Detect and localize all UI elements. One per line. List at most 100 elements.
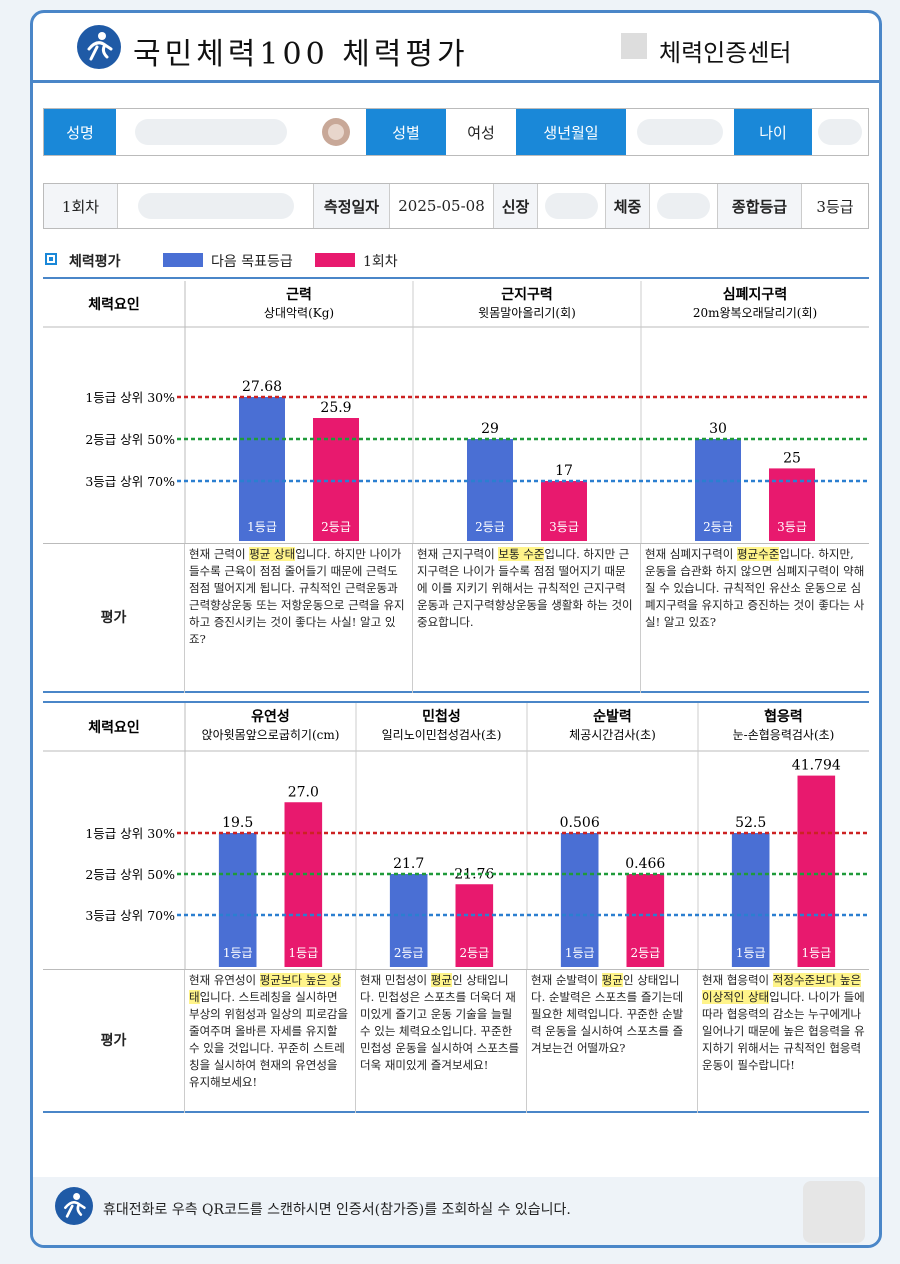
bar-value-label: 30 bbox=[709, 421, 727, 437]
factor-row-label: 체력요인 bbox=[88, 296, 140, 313]
bar-grade-label: 1등급 bbox=[288, 946, 318, 960]
eval-row-label: 평가 bbox=[43, 970, 185, 1113]
age-label: 나이 bbox=[734, 109, 812, 155]
eval-row-2: 평가 현재 유연성이 평균보다 높은 상태입니다. 스트레칭을 실시하면 부상의 … bbox=[43, 969, 869, 1113]
profile-stamp-icon bbox=[306, 109, 366, 155]
eval-text-2: 현재 민첩성이 평균인 상태입니다. 민첩성은 스포츠를 더욱더 재미있게 즐기… bbox=[356, 970, 527, 1113]
height-value-redacted bbox=[538, 184, 606, 228]
factor-name: 순발력 bbox=[593, 708, 632, 725]
test-name: 앉아윗몸앞으로굽히기(cm) bbox=[202, 727, 340, 742]
eval-text-1: 현재 근력이 평균 상태입니다. 하지만 나이가 들수록 근육이 점점 줄어들기… bbox=[185, 544, 413, 693]
bar-grade-label: 2등급 bbox=[394, 946, 424, 960]
weight-value-redacted bbox=[650, 184, 718, 228]
runner-logo-icon bbox=[77, 25, 121, 69]
bar-value-label: 29 bbox=[481, 421, 499, 437]
qr-code-redacted[interactable] bbox=[803, 1181, 865, 1243]
legend-swatch-round bbox=[315, 253, 355, 267]
test-name: 20m왕복오래달리기(회) bbox=[693, 306, 817, 320]
bar-grade-label: 1등급 bbox=[736, 946, 766, 960]
factor-name: 근지구력 bbox=[501, 287, 553, 303]
bar-value-label: 25.9 bbox=[320, 400, 351, 416]
grade-line-2-label: 2등급 상위 50% bbox=[85, 867, 175, 882]
grade-line-1-label: 1등급 상위 30% bbox=[85, 826, 175, 841]
bar-round bbox=[626, 874, 665, 967]
bar-target bbox=[389, 874, 428, 967]
birth-label: 생년월일 bbox=[516, 109, 626, 155]
bar-value-label: 17 bbox=[555, 463, 573, 479]
bar-grade-label: 2등급 bbox=[321, 520, 351, 534]
chart-section-2: 체력요인 유연성 앉아윗몸앞으로굽히기(cm) 민첩성 일리노이민첩성검사(초) 순발력 체… bbox=[43, 701, 869, 1113]
bar-target bbox=[731, 833, 770, 967]
date-value: 2025-05-08 bbox=[390, 184, 494, 228]
gender-label: 성별 bbox=[366, 109, 446, 155]
factor-header-row bbox=[43, 703, 869, 751]
bar-value-label: 21.7 bbox=[393, 856, 424, 872]
test-name: 체공시간검사(초) bbox=[569, 728, 656, 742]
person-info-row: 성명 성별 여성 생년월일 나이 bbox=[43, 108, 869, 156]
name-value-redacted bbox=[116, 109, 306, 155]
bar-value-label: 52.5 bbox=[735, 815, 766, 831]
height-label: 신장 bbox=[494, 184, 538, 228]
bar-grade-label: 3등급 bbox=[549, 520, 579, 534]
eval-row-label: 평가 bbox=[43, 544, 185, 693]
factor-name: 심폐지구력 bbox=[723, 287, 787, 303]
bar-grade-label: 1등급 bbox=[565, 946, 595, 960]
grade-line-2-label: 2등급 상위 50% bbox=[85, 432, 175, 447]
bar-grade-label: 1등급 bbox=[247, 520, 277, 534]
bar-grade-label: 2등급 bbox=[459, 946, 489, 960]
factor-header-row bbox=[43, 281, 869, 327]
overall-grade-label: 종합등급 bbox=[718, 184, 802, 228]
test-name: 일리노이민첩성검사(초) bbox=[382, 728, 502, 742]
org-name: 체력인증센터 bbox=[659, 39, 792, 67]
chart-section-1: 체력요인 근력 상대악력(Kg) 근지구력 윗몸말아올리기(회) 심폐지구력 20m왕복오래… bbox=[43, 281, 869, 693]
bar-round bbox=[797, 775, 836, 967]
date-label: 측정일자 bbox=[314, 184, 390, 228]
bar-value-label: 0.506 bbox=[560, 815, 600, 831]
name-label: 성명 bbox=[44, 109, 116, 155]
eval-text-3: 현재 심폐지구력이 평균수준입니다. 하지만, 운동을 습관화 하지 않으면 심… bbox=[645, 547, 865, 629]
bar-value-label: 41.794 bbox=[792, 758, 841, 774]
overall-grade-value: 3등급 bbox=[816, 197, 854, 216]
legend-label-round: 1회차 bbox=[363, 254, 398, 270]
round-value-redacted bbox=[118, 184, 314, 228]
gender-value: 여성 bbox=[446, 109, 516, 155]
section-bullet-icon bbox=[45, 253, 57, 265]
age-value-redacted bbox=[812, 109, 868, 155]
eval-text-2: 현재 근지구력이 보통 수준입니다. 하지만 근지구력은 나이가 들수록 점점 … bbox=[413, 544, 641, 693]
section-title: 체력평가 bbox=[69, 254, 121, 270]
bar-target bbox=[467, 439, 513, 541]
factor-name: 협응력 bbox=[764, 709, 803, 725]
bar-value-label: 0.466 bbox=[625, 856, 665, 872]
footer-qr-notice: 휴대전화로 우측 QR코드를 스캔하시면 인증서(참가증)를 조회하실 수 있습… bbox=[103, 1202, 571, 1218]
bar-target bbox=[239, 397, 285, 541]
eval-text-4: 현재 협응력이 적정수준보다 높은 이상적인 상태입니다. 나이가 들에 따라 … bbox=[702, 973, 865, 1072]
factor-name: 근력 bbox=[286, 287, 312, 303]
factor-name: 유연성 bbox=[251, 709, 290, 725]
test-name: 눈-손협응력검사(초) bbox=[733, 728, 835, 742]
bar-round bbox=[541, 481, 587, 541]
bar-target bbox=[695, 439, 741, 541]
bar-grade-label: 1등급 bbox=[801, 946, 831, 960]
grade-line-1-label: 1등급 상위 30% bbox=[85, 390, 175, 405]
bar-grade-label: 2등급 bbox=[475, 520, 505, 534]
test-name: 윗몸말아올리기(회) bbox=[478, 305, 576, 320]
measure-info-row: 1회차 측정일자 2025-05-08 신장 체중 종합등급 3등급 bbox=[43, 183, 869, 229]
report-frame: 국민체력100 체력평가 체력인증센터 성명 성별 여성 생년월일 나이 1회차… bbox=[30, 10, 882, 1248]
bar-round bbox=[455, 884, 494, 967]
bar-target bbox=[560, 833, 599, 967]
footer-logo-icon bbox=[55, 1187, 93, 1225]
bar-value-label: 19.5 bbox=[222, 815, 253, 831]
round-label: 1회차 bbox=[44, 184, 118, 228]
weight-label: 체중 bbox=[606, 184, 650, 228]
chart-legend: 체력평가 다음 목표등급 1회차 bbox=[43, 249, 869, 279]
legend-label-target: 다음 목표등급 bbox=[211, 254, 293, 270]
factor-name: 민첩성 bbox=[422, 708, 461, 725]
report-header: 국민체력100 체력평가 체력인증센터 bbox=[33, 13, 879, 83]
report-title: 국민체력100 체력평가 bbox=[133, 37, 469, 72]
report-footer: 휴대전화로 우측 QR코드를 스캔하시면 인증서(참가증)를 조회하실 수 있습… bbox=[33, 1177, 879, 1245]
bar-value-label: 27.0 bbox=[288, 784, 319, 800]
bar-value-label: 27.68 bbox=[242, 379, 282, 395]
bar-grade-label: 1등급 bbox=[223, 946, 253, 960]
